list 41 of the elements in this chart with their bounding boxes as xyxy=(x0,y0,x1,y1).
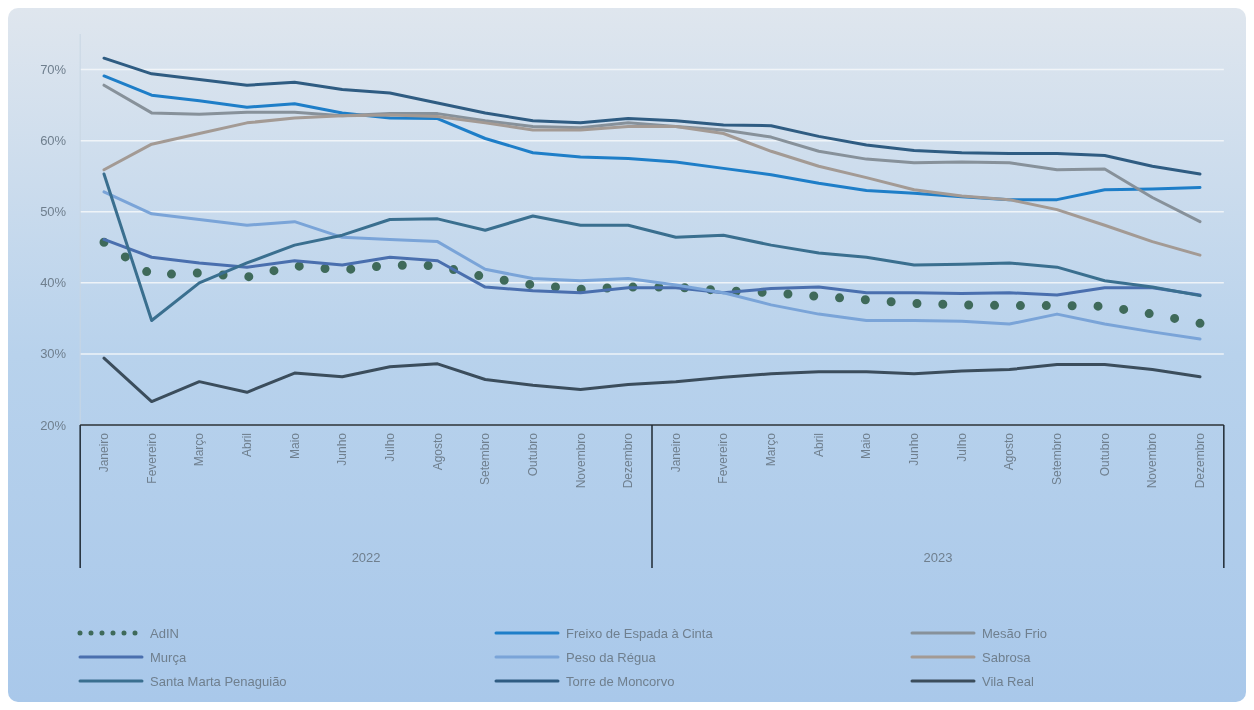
x-tick-label: Setembro xyxy=(1050,432,1065,486)
x-tick-label: Junho xyxy=(335,432,350,466)
legend-label: Murça xyxy=(150,649,187,665)
x-tick-label: Fevereiro xyxy=(716,432,731,484)
x-tick-label: Agosto xyxy=(1002,432,1017,471)
legend-label: Mesão Frio xyxy=(982,625,1048,641)
x-tick-label: Outubro xyxy=(525,432,540,477)
x-tick-label: Julho xyxy=(954,432,969,462)
text: 2022 xyxy=(351,550,381,565)
y-tick-label: 70% xyxy=(40,62,67,78)
x-tick-label: Dezembro xyxy=(621,432,636,489)
x-tick-label: Abril xyxy=(811,433,826,458)
x-tick-label: Maio xyxy=(859,432,874,460)
y-tick-label: 20% xyxy=(40,417,67,433)
legend-label: Santa Marta Penaguião xyxy=(150,673,287,689)
y-tick-label: 30% xyxy=(40,346,67,362)
x-tick-label: Agosto xyxy=(430,432,445,471)
legend-label: Freixo de Espada à Cinta xyxy=(566,625,714,641)
x-tick-label: Janeiro xyxy=(97,432,111,473)
x-tick-label: Junho xyxy=(907,432,922,466)
x-tick-label: Abril xyxy=(239,433,254,458)
y-tick-label: 40% xyxy=(40,275,67,291)
text: 2023 xyxy=(923,550,953,565)
x-tick-label: Julho xyxy=(382,432,397,462)
x-tick-label: Março xyxy=(764,432,779,467)
x-tick-label: Fevereiro xyxy=(144,432,159,484)
x-tick-label: Novembro xyxy=(573,432,588,489)
x-tick-label: Outubro xyxy=(1097,432,1112,477)
legend-label: AdIN xyxy=(150,625,179,641)
legend-label: Torre de Moncorvo xyxy=(566,673,675,689)
x-tick-label: Setembro xyxy=(478,432,493,486)
y-tick-label: 60% xyxy=(40,133,67,149)
legend-label: Peso da Régua xyxy=(566,649,657,665)
x-tick-label: Março xyxy=(192,432,207,467)
legend-label: Sabrosa xyxy=(982,649,1032,665)
y-tick-label: 50% xyxy=(40,204,67,220)
x-tick-label: Novembro xyxy=(1145,432,1160,489)
x-tick-label: Janeiro xyxy=(668,432,683,473)
x-tick-label: Dezembro xyxy=(1193,432,1207,489)
legend-label: Vila Real xyxy=(982,673,1034,689)
x-tick-label: Maio xyxy=(287,432,302,460)
